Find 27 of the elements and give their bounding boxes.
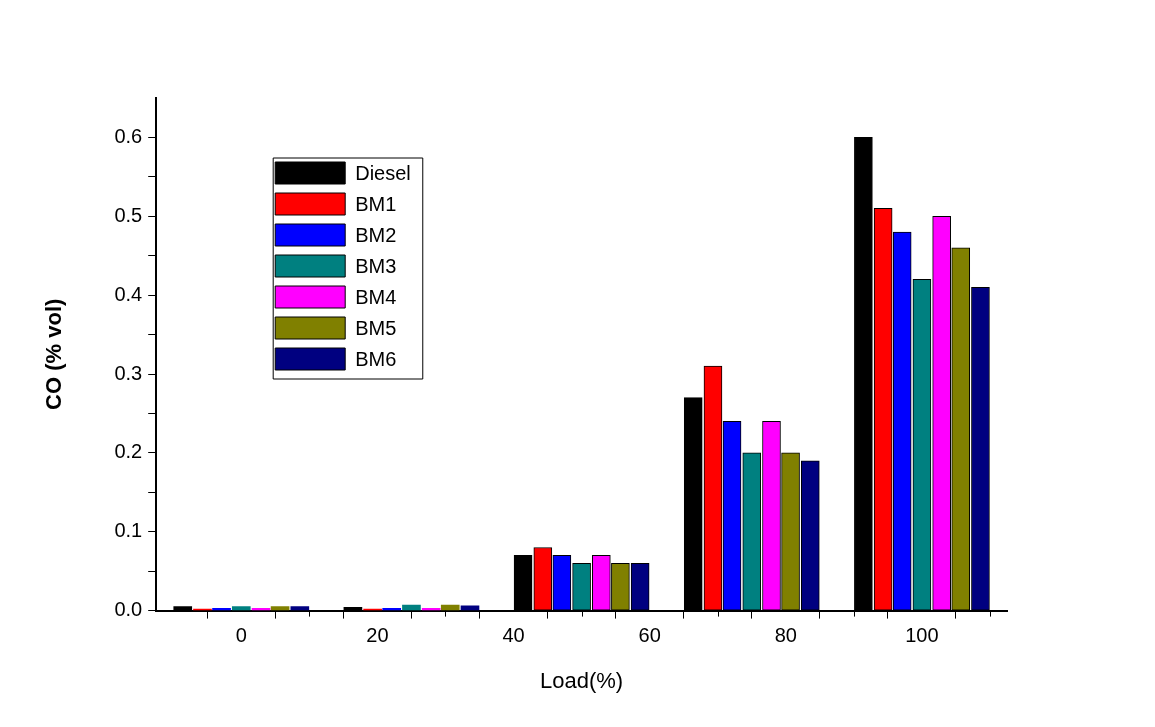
legend-label: BM6 xyxy=(355,347,397,370)
y-tick-label: 0.0 xyxy=(114,598,143,621)
bar xyxy=(440,604,460,611)
bar xyxy=(231,606,251,611)
y-tick-label: 0.2 xyxy=(114,440,143,463)
legend-label: BM3 xyxy=(355,254,397,277)
legend-label: Diesel xyxy=(355,161,411,184)
x-axis-title: Load(%) xyxy=(540,667,624,693)
legend-label: BM4 xyxy=(355,285,397,308)
y-tick-label: 0.6 xyxy=(114,124,143,147)
legend-label: BM2 xyxy=(355,223,397,246)
x-tick-label: 20 xyxy=(366,624,389,647)
x-tick-label: 40 xyxy=(502,624,525,647)
bar xyxy=(290,606,310,611)
x-tick-label: 0 xyxy=(235,624,247,647)
y-tick-label: 0.1 xyxy=(114,519,143,542)
x-tick-label: 100 xyxy=(905,624,939,647)
legend-label: BM5 xyxy=(355,316,397,339)
y-tick-label: 0.3 xyxy=(114,361,143,384)
bar xyxy=(270,606,290,611)
y-axis-title: CO (% vol) xyxy=(41,298,67,410)
y-tick-label: 0.4 xyxy=(114,282,143,305)
x-tick-label: 60 xyxy=(638,624,661,647)
x-tick-label: 80 xyxy=(774,624,797,647)
legend-label: BM1 xyxy=(355,192,397,215)
y-tick-label: 0.5 xyxy=(114,203,143,226)
bar xyxy=(402,604,421,611)
